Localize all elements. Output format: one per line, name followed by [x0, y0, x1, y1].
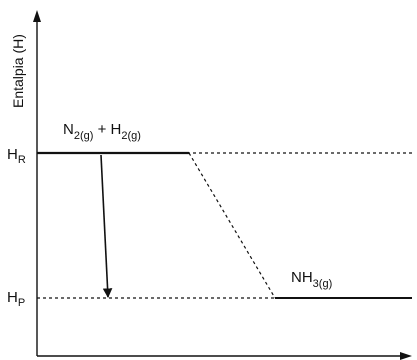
products-formula-nh3: NH — [291, 269, 313, 286]
products-tick-label: HP — [7, 289, 25, 309]
enthalpy-change-arrow — [100, 154, 113, 298]
reactants-formula-n2-sub: 2(g) — [74, 130, 94, 142]
transition-dotted-line — [188, 152, 276, 299]
reactants-tick-label: HR — [7, 146, 26, 166]
products-formula: NH3(g) — [291, 269, 332, 290]
reactants-formula-h2-sub: 2(g) — [121, 130, 141, 142]
y-axis-arrow-icon — [33, 10, 41, 22]
x-axis-arrow-icon — [400, 352, 412, 360]
reactants-formula-h2: + H — [93, 121, 121, 138]
y-axis-label: Entalpia (H) — [10, 34, 26, 108]
products-formula-nh3-sub: 3(g) — [313, 278, 333, 290]
reactants-tick-main: H — [7, 146, 18, 163]
reactants-tick-sub: R — [18, 154, 26, 166]
products-tick-main: H — [7, 289, 18, 306]
reactants-formula-n2: N — [63, 121, 74, 138]
products-tick-sub: P — [18, 297, 25, 309]
reactants-formula: N2(g) + H2(g) — [63, 121, 141, 142]
